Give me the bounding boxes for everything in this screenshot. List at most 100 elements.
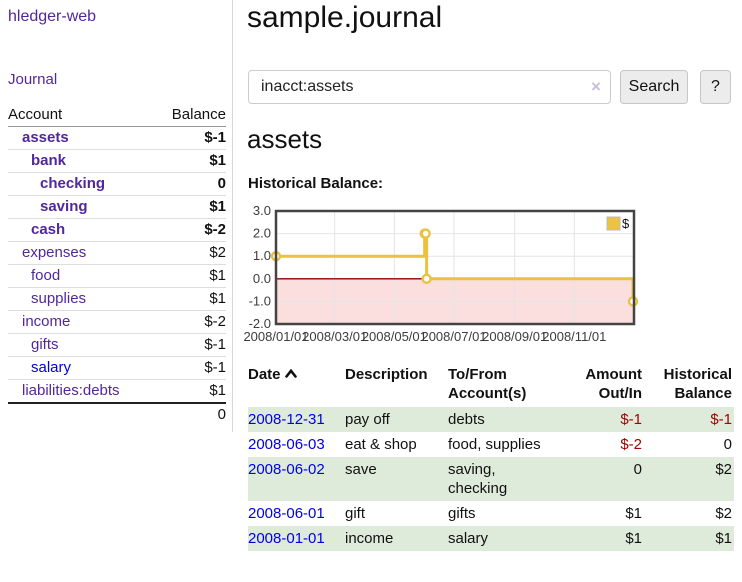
transaction-amount: $-1 [620, 411, 642, 428]
transaction-amount: $1 [625, 530, 642, 547]
page-title: sample.journal [247, 1, 443, 34]
account-row: assets $-1 [8, 126, 226, 150]
sidebar-account-link[interactable]: liabilities:debts [22, 382, 120, 399]
register-col-balance: Historical Balance [663, 366, 732, 402]
account-row: salary $-1 [8, 356, 226, 380]
account-balance: $-1 [154, 356, 226, 380]
account-balance: $1 [154, 287, 226, 311]
sidebar-account-link[interactable]: income [22, 313, 71, 330]
transaction-date-link[interactable]: 2008-06-02 [248, 461, 325, 478]
account-balance: $-1 [154, 126, 226, 150]
historical-balance-chart: $3.0 2.0 1.0 0.0 -1.0 -2.0 2008/01/01 2008/03/0… [240, 198, 642, 350]
x-tick-label: 2008/01/01 [243, 329, 308, 344]
sort-asc-icon [284, 369, 297, 378]
y-tick-label: 1.0 [253, 248, 271, 263]
register-row: 2008-06-01 gift gifts $1 $2 [248, 501, 734, 526]
plot-border [274, 209, 636, 326]
account-balance: $1 [154, 264, 226, 288]
account-row: checking 0 [8, 172, 226, 196]
transaction-description: pay off [345, 411, 390, 428]
transaction-balance: $2 [715, 461, 732, 478]
transaction-accounts: food, supplies [448, 436, 541, 453]
chart-title: Historical Balance: [248, 175, 384, 192]
transaction-accounts: debts [448, 411, 485, 428]
register-col-date[interactable]: Date [248, 362, 345, 407]
account-row: food $1 [8, 264, 226, 288]
y-tick-label: 3.0 [253, 203, 271, 218]
y-tick-label: 2.0 [253, 226, 271, 241]
search-input[interactable] [248, 70, 611, 104]
sidebar-account-link[interactable]: bank [31, 152, 67, 169]
account-row: bank $1 [8, 149, 226, 173]
sidebar-account-link[interactable]: gifts [31, 336, 59, 353]
register-row: 2008-12-31 pay off debts $-1 $-1 [248, 407, 734, 432]
transaction-date-link[interactable]: 2008-01-01 [248, 530, 325, 547]
y-tick-label: -2.0 [249, 316, 271, 331]
account-heading: assets [247, 124, 323, 154]
transaction-amount: $1 [625, 505, 642, 522]
register-col-description: Description [345, 366, 428, 383]
transaction-balance: $2 [715, 505, 732, 522]
transaction-balance: 0 [723, 436, 732, 453]
clear-search-icon[interactable]: × [591, 77, 601, 96]
account-balance: $1 [154, 195, 226, 219]
account-row: saving $1 [8, 195, 226, 219]
transaction-description: income [345, 530, 394, 547]
transaction-description: eat & shop [345, 436, 417, 453]
help-button[interactable]: ? [700, 70, 731, 104]
register-col-amount: Amount Out/In [585, 366, 642, 402]
x-tick-label: 2008/07/01 [421, 329, 486, 344]
sidebar-item-journal[interactable]: Journal [8, 71, 58, 88]
accounts-col-balance: Balance [154, 104, 226, 127]
account-balance: $2 [154, 241, 226, 265]
y-tick-label: -1.0 [249, 293, 271, 308]
data-point [420, 228, 431, 239]
register-rows: 2008-12-31 pay off debts $-1 $-1 2008-06-03 ea… [248, 407, 734, 551]
accounts-col-account: Account [8, 104, 155, 127]
x-tick-label: 2008/03/01 [302, 329, 367, 344]
account-balance: $-1 [154, 333, 226, 357]
register-col-account: To/From Account(s) [448, 366, 527, 402]
transaction-accounts: gifts [448, 505, 476, 522]
sidebar-account-link[interactable]: supplies [31, 290, 87, 307]
sidebar-account-link[interactable]: checking [40, 175, 106, 192]
sidebar-account-link[interactable]: cash [31, 221, 66, 238]
chart-canvas: $3.0 2.0 1.0 0.0 -1.0 -2.02008/01/012008/03/0… [243, 203, 639, 344]
sidebar-account-link[interactable]: expenses [22, 244, 87, 261]
account-row: cash $-2 [8, 218, 226, 242]
x-tick-label: 2008/09/01 [482, 329, 547, 344]
sidebar-divider [232, 0, 233, 432]
transaction-balance: $1 [715, 530, 732, 547]
account-balance: $1 [154, 379, 226, 404]
account-row: expenses $2 [8, 241, 226, 265]
transaction-date-link[interactable]: 2008-06-03 [248, 436, 325, 453]
account-balance: 0 [154, 172, 226, 196]
sidebar-account-link[interactable]: salary [31, 359, 72, 376]
transaction-date-link[interactable]: 2008-06-01 [248, 505, 325, 522]
register-row: 2008-01-01 income salary $1 $1 [248, 526, 734, 551]
search-button[interactable]: Search [620, 70, 688, 104]
account-balance: $-2 [154, 218, 226, 242]
account-balance: $-2 [154, 310, 226, 334]
transaction-accounts: saving, checking [448, 461, 508, 497]
y-tick-label: 0.0 [253, 271, 271, 286]
sidebar-accounts-table: Account Balance assets $-1 bank $1 checking 0… [8, 104, 226, 426]
data-point [421, 273, 432, 285]
transaction-date-link[interactable]: 2008-12-31 [248, 411, 325, 428]
accounts-total-row: 0 [8, 402, 226, 426]
sidebar-account-link[interactable]: assets [22, 129, 69, 146]
x-tick-label: 2008/11/01 [542, 329, 606, 344]
accounts-total-value: 0 [154, 402, 226, 426]
account-row: gifts $-1 [8, 333, 226, 357]
account-row: income $-2 [8, 310, 226, 334]
transaction-description: save [345, 461, 377, 478]
transaction-description: gift [345, 505, 366, 522]
app-brand-link[interactable]: hledger-web [8, 8, 97, 25]
sidebar-account-link[interactable]: saving [40, 198, 88, 215]
register-table: Date Description To/From Account(s) Amou… [248, 362, 734, 551]
account-rows: assets $-1 bank $1 checking 0 saving $1 cash $-2 e… [8, 126, 226, 426]
legend-label: $ [622, 216, 630, 231]
x-tick-label: 2008/05/01 [362, 329, 427, 344]
sidebar-account-link[interactable]: food [31, 267, 61, 284]
account-row: supplies $1 [8, 287, 226, 311]
